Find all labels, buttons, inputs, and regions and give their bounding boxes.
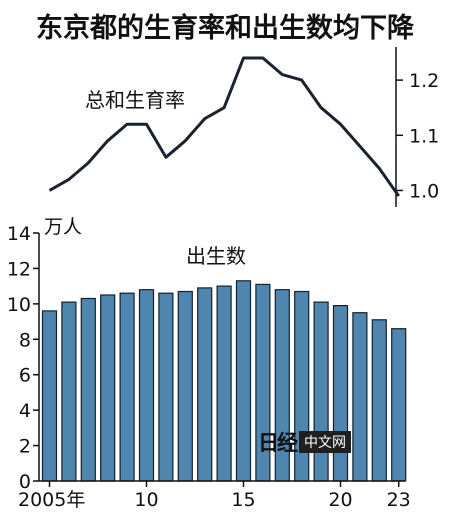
year-tick-label: 10 [134, 489, 158, 511]
births-tick-label: 12 [7, 258, 31, 280]
fertility-rate-chart: 总和生育率 1.0 1.1 1.2 [48, 47, 439, 207]
births-bar [216, 285, 232, 482]
births-tick-label: 8 [19, 329, 31, 351]
births-bar [138, 289, 155, 482]
births-bar [371, 319, 387, 482]
births-unit-label: 万人 [44, 216, 82, 238]
births-tick-label: 2 [19, 436, 31, 458]
births-bar [61, 301, 77, 482]
year-tick-label: 15 [231, 489, 255, 511]
year-ticks: 2005年 10 15 20 23 [18, 481, 411, 511]
watermark: 日经 中文网 [258, 430, 351, 455]
births-bar [158, 292, 174, 482]
births-bar [80, 297, 96, 482]
births-bar [100, 294, 116, 482]
births-ticks: 0 2 4 6 8 10 12 14 [7, 223, 39, 493]
births-chart: 万人 出生数 0 2 4 6 8 10 12 14 2005年 10 15 20 23 [7, 216, 411, 511]
births-tick-label: 4 [19, 400, 31, 422]
births-bar [332, 305, 349, 482]
births-tick-label: 0 [19, 471, 31, 493]
fertility-tick-label: 1.0 [409, 180, 439, 202]
births-bar [352, 312, 368, 482]
births-bar [197, 287, 213, 482]
year-tick-label: 23 [387, 489, 411, 511]
births-bar [313, 301, 329, 482]
births-bar [391, 328, 407, 482]
fertility-tick-label: 1.2 [409, 70, 439, 92]
births-label: 出生数 [186, 244, 246, 268]
births-bar [177, 290, 193, 482]
year-tick-label: 2005年 [18, 489, 85, 511]
fertility-tick-label: 1.1 [409, 125, 439, 147]
fertility-rate-ticks: 1.0 1.1 1.2 [396, 70, 439, 202]
chart-title: 东京都的生育率和出生数均下降 [36, 13, 414, 44]
births-bars [41, 280, 407, 482]
births-bar [119, 292, 135, 482]
births-bar [235, 280, 252, 482]
fertility-rate-line [48, 56, 400, 197]
births-tick-label: 6 [19, 365, 31, 387]
year-tick-label: 20 [328, 489, 352, 511]
births-tick-label: 14 [7, 223, 31, 245]
watermark-logo: 日经 [258, 430, 298, 455]
watermark-text: 中文网 [299, 431, 351, 453]
births-bar [41, 310, 58, 482]
fertility-rate-label: 总和生育率 [85, 88, 185, 112]
births-tick-label: 10 [7, 294, 31, 316]
